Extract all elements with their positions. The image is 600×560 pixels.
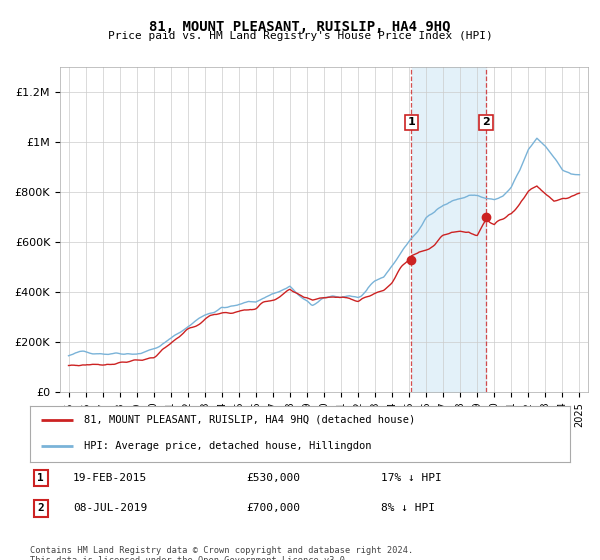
Text: £530,000: £530,000 (246, 473, 300, 483)
Text: 81, MOUNT PLEASANT, RUISLIP, HA4 9HQ (detached house): 81, MOUNT PLEASANT, RUISLIP, HA4 9HQ (de… (84, 415, 415, 425)
Text: 17% ↓ HPI: 17% ↓ HPI (381, 473, 442, 483)
Text: 1: 1 (37, 473, 44, 483)
Text: Price paid vs. HM Land Registry's House Price Index (HPI): Price paid vs. HM Land Registry's House … (107, 31, 493, 41)
Text: 19-FEB-2015: 19-FEB-2015 (73, 473, 148, 483)
Text: 8% ↓ HPI: 8% ↓ HPI (381, 503, 435, 514)
Text: £700,000: £700,000 (246, 503, 300, 514)
Text: 1: 1 (407, 118, 415, 128)
Text: 2: 2 (37, 503, 44, 514)
Text: 08-JUL-2019: 08-JUL-2019 (73, 503, 148, 514)
Text: 81, MOUNT PLEASANT, RUISLIP, HA4 9HQ: 81, MOUNT PLEASANT, RUISLIP, HA4 9HQ (149, 20, 451, 34)
Text: 2: 2 (482, 118, 490, 128)
Text: Contains HM Land Registry data © Crown copyright and database right 2024.
This d: Contains HM Land Registry data © Crown c… (30, 546, 413, 560)
Text: HPI: Average price, detached house, Hillingdon: HPI: Average price, detached house, Hill… (84, 441, 371, 451)
